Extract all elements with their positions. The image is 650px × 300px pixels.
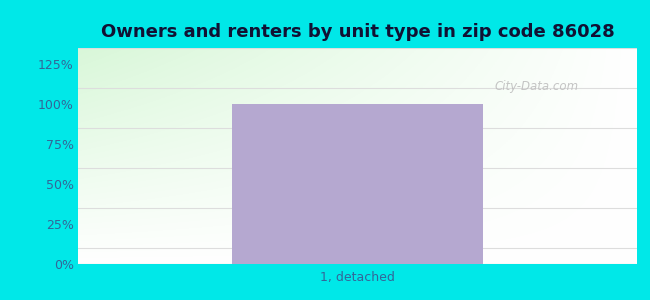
Text: City-Data.com: City-Data.com — [494, 80, 578, 93]
Bar — [231, 104, 483, 264]
Title: Owners and renters by unit type in zip code 86028: Owners and renters by unit type in zip c… — [101, 23, 614, 41]
